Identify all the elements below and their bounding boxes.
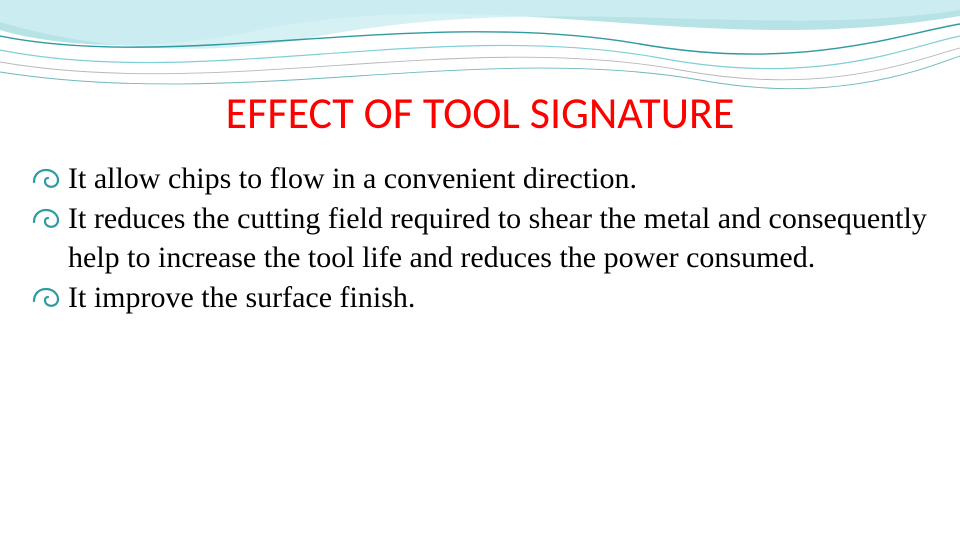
wave-line-2 [0,36,960,69]
bullet-text: It reduces the cutting field required to… [68,202,927,273]
wave-fill-dark [0,0,960,45]
slide-title: EFFECT OF TOOL SIGNATURE [0,86,960,140]
swirl-bullet-icon [32,166,60,190]
wave-line-4 [0,56,960,89]
bullet-text: It improve the surface finish. [68,281,415,314]
swirl-bullet-icon [32,285,60,309]
list-item: It improve the surface finish. [30,279,930,317]
list-item: It allow chips to flow in a convenient d… [30,160,930,198]
bullet-text: It allow chips to flow in a convenient d… [68,162,637,195]
list-item: It reduces the cutting field required to… [30,200,930,277]
wave-fill-light [0,0,960,49]
slide: EFFECT OF TOOL SIGNATURE It allow chips … [0,0,960,540]
slide-body: It allow chips to flow in a convenient d… [30,160,930,320]
wave-line-3 [0,48,960,80]
wave-line-1 [0,24,960,54]
bullet-list: It allow chips to flow in a convenient d… [30,160,930,318]
swirl-bullet-icon [32,206,60,230]
